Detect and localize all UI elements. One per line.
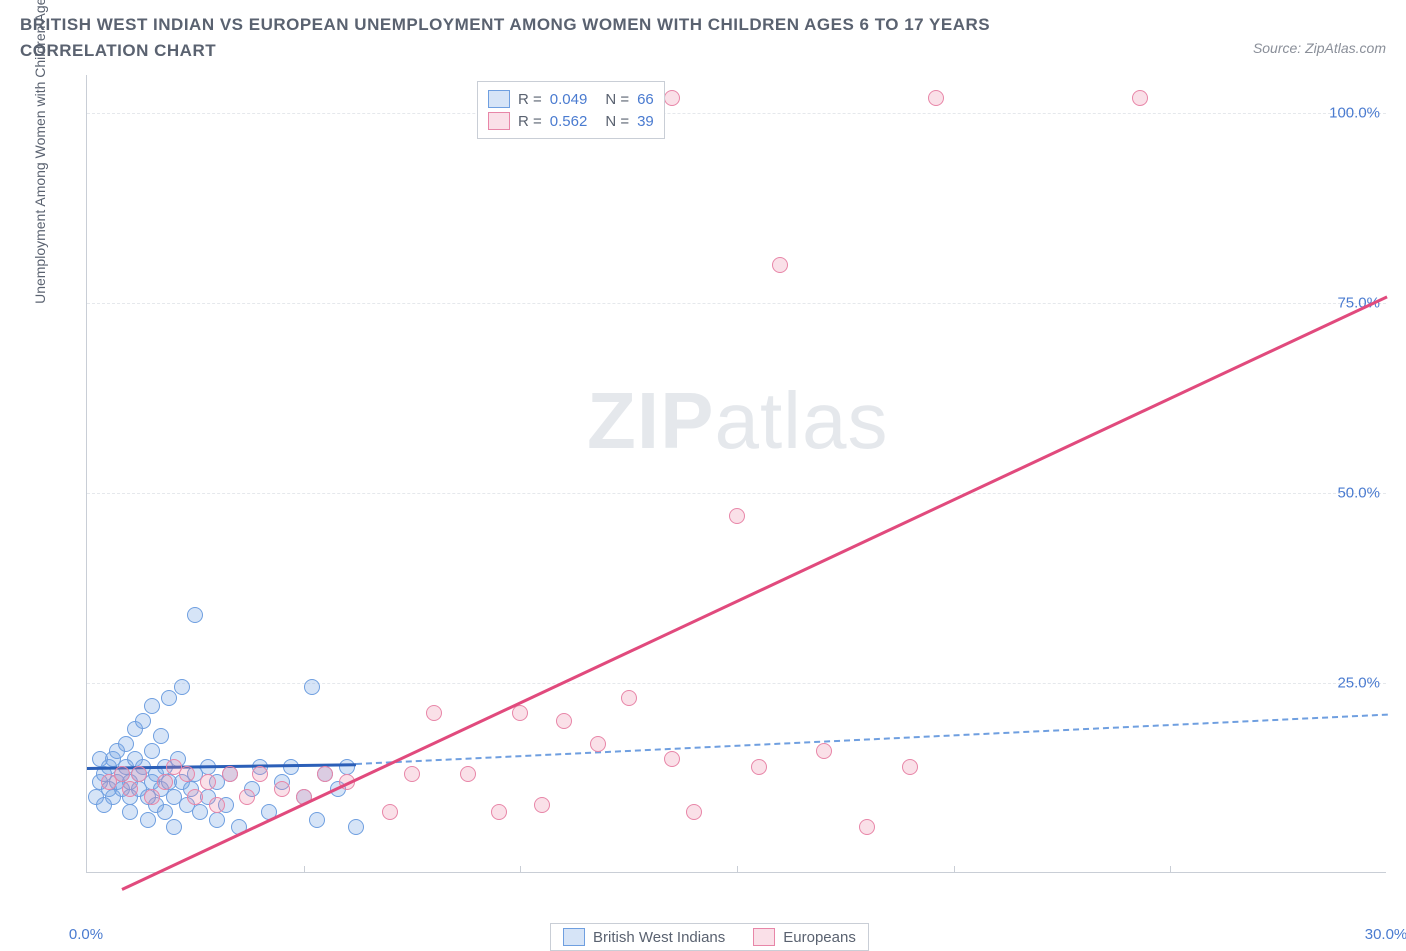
series-name: Europeans xyxy=(783,929,856,946)
y-tick-label: 100.0% xyxy=(1329,105,1380,122)
data-point-europeans xyxy=(209,797,225,813)
data-point-british-west-indians xyxy=(118,736,134,752)
legend-row: R = 0.562 N = 39 xyxy=(488,110,654,132)
scatter-plot: ZIPatlas 25.0%50.0%75.0%100.0%R =0.049N … xyxy=(86,75,1386,873)
series-legend-item: Europeans xyxy=(753,928,856,946)
data-point-british-west-indians xyxy=(135,713,151,729)
data-point-british-west-indians xyxy=(304,679,320,695)
data-point-europeans xyxy=(274,781,290,797)
data-point-europeans xyxy=(590,736,606,752)
data-point-europeans xyxy=(157,774,173,790)
data-point-europeans xyxy=(928,90,944,106)
data-point-british-west-indians xyxy=(96,797,112,813)
data-point-british-west-indians xyxy=(209,812,225,828)
data-point-europeans xyxy=(200,774,216,790)
data-point-europeans xyxy=(1132,90,1148,106)
legend-swatch xyxy=(563,928,585,946)
legend-r-label: R = xyxy=(518,91,542,108)
correlation-legend: R = 0.049 N = 66 R = 0.562 N = 39 xyxy=(477,81,665,139)
series-legend-item: British West Indians xyxy=(563,928,725,946)
series-legend: British West Indians Europeans xyxy=(550,923,869,951)
legend-r-label: R = xyxy=(518,113,542,130)
data-point-british-west-indians xyxy=(192,804,208,820)
data-point-europeans xyxy=(859,819,875,835)
x-minor-tick xyxy=(1170,866,1171,872)
gridline-horizontal xyxy=(87,683,1386,684)
data-point-europeans xyxy=(512,705,528,721)
data-point-british-west-indians xyxy=(144,743,160,759)
data-point-europeans xyxy=(460,766,476,782)
chart-title: BRITISH WEST INDIAN VS EUROPEAN UNEMPLOY… xyxy=(20,12,1120,63)
data-point-europeans xyxy=(179,766,195,782)
gridline-horizontal xyxy=(87,303,1386,304)
data-point-europeans xyxy=(122,781,138,797)
data-point-europeans xyxy=(404,766,420,782)
data-point-europeans xyxy=(556,713,572,729)
data-point-europeans xyxy=(426,705,442,721)
x-minor-tick xyxy=(520,866,521,872)
data-point-europeans xyxy=(491,804,507,820)
legend-swatch xyxy=(488,112,510,130)
data-point-europeans xyxy=(621,690,637,706)
legend-row: R = 0.049 N = 66 xyxy=(488,88,654,110)
data-point-europeans xyxy=(114,766,130,782)
data-point-british-west-indians xyxy=(153,728,169,744)
data-point-british-west-indians xyxy=(144,698,160,714)
data-point-europeans xyxy=(664,90,680,106)
legend-n-value: 66 xyxy=(637,91,654,108)
legend-r-value: 0.049 xyxy=(550,91,588,108)
legend-swatch xyxy=(488,90,510,108)
trendline-europeans xyxy=(121,296,1388,892)
y-axis-label: Unemployment Among Women with Children A… xyxy=(32,0,48,304)
data-point-europeans xyxy=(317,766,333,782)
watermark: ZIPatlas xyxy=(587,375,888,467)
data-point-british-west-indians xyxy=(339,759,355,775)
data-point-europeans xyxy=(252,766,268,782)
data-point-british-west-indians xyxy=(309,812,325,828)
data-point-british-west-indians xyxy=(122,804,138,820)
data-point-europeans xyxy=(816,743,832,759)
legend-r-value: 0.562 xyxy=(550,113,588,130)
trendline-british-west-indians xyxy=(356,713,1387,764)
legend-n-value: 39 xyxy=(637,113,654,130)
data-point-europeans xyxy=(751,759,767,775)
x-minor-tick xyxy=(304,866,305,872)
y-tick-label: 25.0% xyxy=(1337,675,1380,692)
data-point-british-west-indians xyxy=(92,751,108,767)
gridline-horizontal xyxy=(87,113,1386,114)
data-point-europeans xyxy=(382,804,398,820)
legend-swatch xyxy=(753,928,775,946)
data-point-europeans xyxy=(772,257,788,273)
data-point-british-west-indians xyxy=(140,812,156,828)
data-point-europeans xyxy=(239,789,255,805)
legend-n-label: N = xyxy=(605,113,629,130)
data-point-europeans xyxy=(131,766,147,782)
data-point-europeans xyxy=(534,797,550,813)
data-point-british-west-indians xyxy=(161,690,177,706)
data-point-europeans xyxy=(222,766,238,782)
data-point-british-west-indians xyxy=(174,679,190,695)
series-name: British West Indians xyxy=(593,929,725,946)
x-minor-tick xyxy=(954,866,955,872)
data-point-europeans xyxy=(187,789,203,805)
y-tick-label: 50.0% xyxy=(1337,485,1380,502)
x-minor-tick xyxy=(737,866,738,872)
data-point-british-west-indians xyxy=(166,819,182,835)
gridline-horizontal xyxy=(87,493,1386,494)
data-point-europeans xyxy=(144,789,160,805)
data-point-british-west-indians xyxy=(157,804,173,820)
x-tick-label: 0.0% xyxy=(69,926,103,943)
data-point-europeans xyxy=(902,759,918,775)
data-point-europeans xyxy=(686,804,702,820)
x-tick-label: 30.0% xyxy=(1365,926,1406,943)
legend-n-label: N = xyxy=(605,91,629,108)
data-point-british-west-indians xyxy=(187,607,203,623)
chart-area: Unemployment Among Women with Children A… xyxy=(50,75,1390,915)
source-attribution: Source: ZipAtlas.com xyxy=(1253,40,1386,56)
data-point-british-west-indians xyxy=(348,819,364,835)
data-point-europeans xyxy=(664,751,680,767)
data-point-europeans xyxy=(729,508,745,524)
